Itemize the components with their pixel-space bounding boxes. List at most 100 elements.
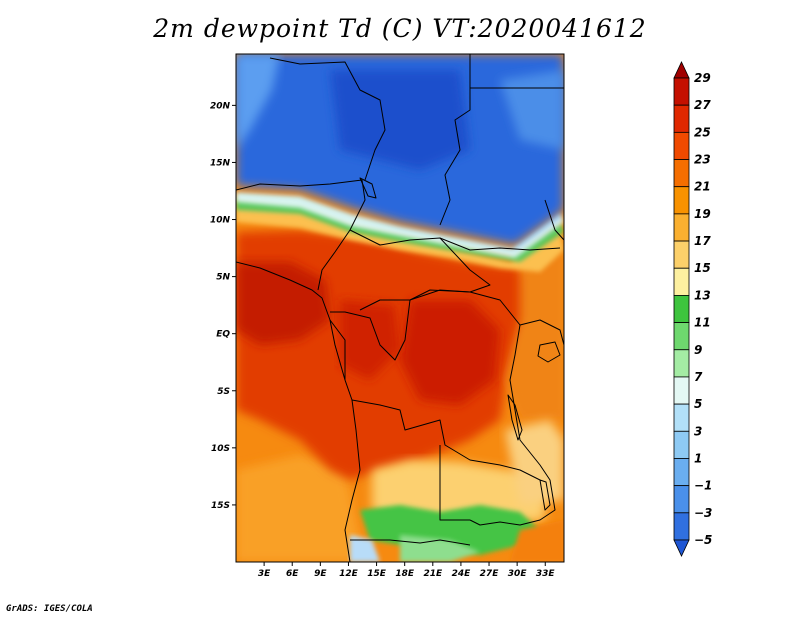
colorbar-level-label: 11	[694, 316, 711, 330]
map-title: 2m dewpoint Td (C) VT:2020041612	[153, 14, 647, 43]
field-orange-east	[505, 232, 564, 420]
colorbar-level-label: 13	[694, 288, 711, 302]
lon-tick-label: 21E	[423, 569, 443, 579]
lon-tick-label: 30E	[508, 569, 528, 579]
colorbar-level-label: 3	[694, 424, 702, 438]
dewpoint-field	[236, 54, 564, 562]
field-lightblue-ne	[500, 70, 564, 150]
colorbar-box	[673, 295, 690, 323]
colorbar-box	[673, 186, 690, 215]
field-lightblue-sw	[350, 535, 380, 562]
colorbar-level-label: −1	[694, 479, 712, 493]
field-darkred-west	[236, 262, 330, 345]
colorbar-level-label: 21	[694, 180, 711, 194]
colorbar-labels: 29 27 25 23 21 19 17 15 13 11 9 7 5 3 1 −1 −3 −5	[694, 71, 712, 547]
colorbar-box	[673, 322, 690, 351]
border-nigeria-niger	[236, 179, 363, 191]
colorbar-level-label: 27	[694, 98, 711, 112]
field-darkred-congo	[400, 300, 500, 405]
coastline	[236, 261, 361, 562]
country-boundaries	[236, 54, 564, 562]
colorbar-box	[673, 104, 690, 133]
lon-tick-label: 3E	[258, 569, 271, 579]
field-darkblue-core	[330, 70, 470, 170]
lat-tick-label: 15S	[211, 501, 230, 511]
lake-victoria	[537, 341, 561, 363]
border-ethiopia	[544, 199, 564, 241]
border-angola-namibia	[350, 539, 471, 546]
field-light-orange-sw	[236, 455, 360, 562]
border-nigeria-cameroon	[317, 179, 366, 291]
colorbar-level-label: 17	[694, 234, 711, 248]
border-car	[349, 229, 491, 311]
border-south-sudan	[439, 237, 561, 251]
lon-tick-label: 27E	[480, 569, 500, 579]
lon-tick-label: 6E	[286, 569, 299, 579]
border-angola-zambia	[439, 445, 470, 521]
border-east-africa	[469, 324, 556, 526]
border-gabon	[329, 319, 346, 380]
colorbar-level-label: −5	[694, 533, 712, 547]
colorbar-box	[673, 458, 690, 487]
lat-tick-label: 15N	[210, 158, 231, 168]
colorbar-box	[673, 213, 690, 242]
colorbar-box	[673, 349, 690, 378]
lake-chad	[359, 177, 377, 199]
border-niger-chad	[269, 57, 386, 181]
lat-tick-label: 10N	[210, 216, 231, 226]
colorbar-level-label: −3	[694, 506, 712, 520]
colorbar-level-label: 1	[694, 451, 702, 465]
colorbar-box	[673, 240, 690, 269]
lat-tick-label: 5N	[216, 273, 230, 283]
colorbar-box	[673, 131, 690, 160]
grads-credit: GrADS: IGES/COLA	[6, 604, 93, 614]
lake-malawi	[539, 479, 551, 511]
colorbar-box	[673, 485, 690, 514]
field-lightgreen-south	[400, 535, 480, 562]
colorbar-box	[673, 267, 690, 296]
border-angola-drc	[351, 399, 501, 466]
lon-tick-label: 9E	[314, 569, 327, 579]
colorbar-level-label: 29	[694, 71, 711, 85]
map-frame	[235, 53, 565, 563]
colorbar-level-label: 19	[694, 207, 711, 221]
axis-ticks: 20N 15N 10N 5N EQ 5S 10S 15S 3E 6E 9E 12E 15E 18E 21E 2…	[210, 101, 556, 579]
lon-tick-label: 24E	[452, 569, 472, 579]
field-yellow-east	[505, 420, 564, 505]
colorbar-level-label: 23	[694, 153, 711, 167]
colorbar-box	[673, 512, 690, 541]
colorbar-bottom-arrow	[673, 539, 690, 557]
colorbar-box	[673, 159, 690, 188]
lat-tick-label: 5S	[217, 387, 230, 397]
colorbar-box	[673, 430, 690, 459]
lon-tick-label: 33E	[536, 569, 556, 579]
colorbar-top-arrow	[673, 61, 690, 79]
colorbar-level-label: 9	[694, 343, 702, 357]
colorbar-box	[673, 376, 690, 405]
colorbar-level-label: 25	[694, 125, 711, 139]
field-lightblue-nw	[236, 54, 280, 150]
border-zambia-tz	[499, 464, 541, 481]
lat-tick-label: EQ	[216, 330, 230, 340]
lon-tick-label: 12E	[339, 569, 359, 579]
lat-tick-label: 10S	[211, 444, 230, 454]
field-darkred-center	[340, 300, 400, 380]
colorbar-box	[673, 77, 690, 106]
colorbar-box	[673, 403, 690, 432]
lon-tick-label: 18E	[395, 569, 415, 579]
lake-tanganyika	[507, 394, 523, 441]
lon-tick-label: 15E	[367, 569, 387, 579]
colorbar-level-label: 5	[694, 397, 702, 411]
colorbar-level-label: 15	[694, 261, 711, 275]
colorbar-boxes	[673, 61, 690, 557]
border-uganda	[519, 319, 564, 346]
border-drc-north	[409, 289, 521, 326]
lat-tick-label: 20N	[210, 101, 231, 111]
field-orange-se	[510, 520, 564, 562]
field-transition-cyan	[236, 192, 564, 258]
border-congo	[330, 299, 411, 361]
border-chad-sudan	[439, 54, 471, 226]
colorbar-level-label: 7	[694, 370, 703, 384]
